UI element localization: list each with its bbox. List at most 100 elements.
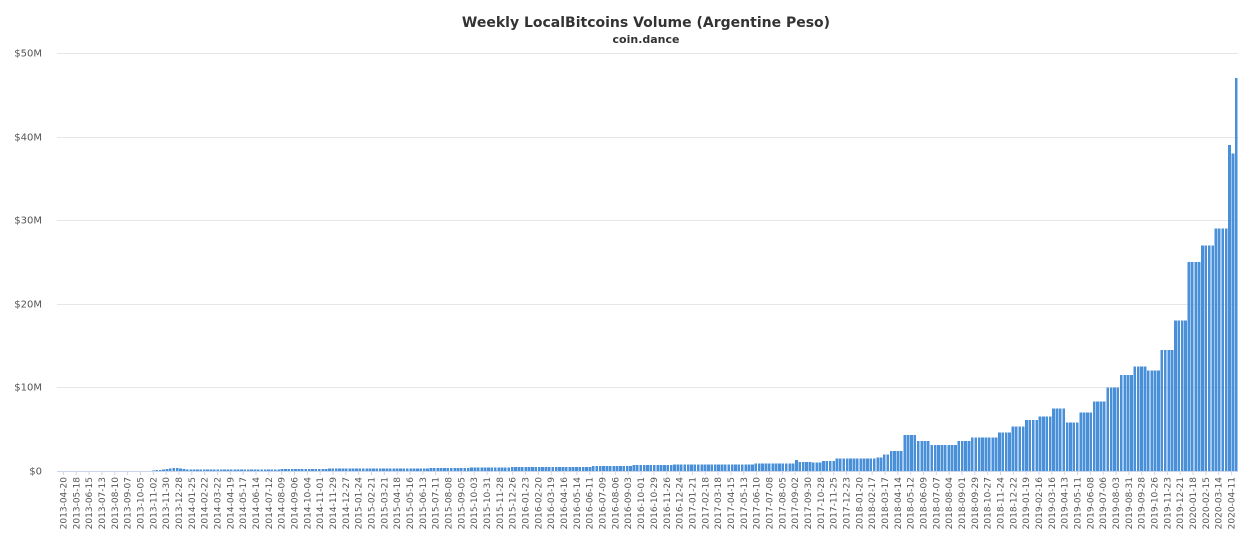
x-tick-label: 2019-11-23 <box>1163 477 1173 529</box>
x-tick-label: 2013-09-07 <box>124 477 134 529</box>
bar <box>1011 426 1015 471</box>
bar <box>1028 420 1032 471</box>
bar <box>219 469 223 471</box>
bar <box>886 454 890 471</box>
bar <box>608 465 612 471</box>
x-tick-label: 2019-04-13 <box>1061 477 1071 529</box>
bar <box>436 468 440 471</box>
bar <box>619 465 622 471</box>
bar <box>852 458 856 471</box>
bar <box>1001 432 1005 471</box>
bar <box>520 467 524 471</box>
bar <box>493 467 497 471</box>
bar <box>696 464 700 471</box>
bar <box>229 469 233 471</box>
bar <box>328 468 331 471</box>
x-tick-label: 2017-07-08 <box>765 477 775 530</box>
bar <box>1072 422 1076 471</box>
bar <box>314 468 318 471</box>
bar <box>666 465 670 471</box>
x-axis-ticks: 2013-04-20 2013-05-18 2013-06-15 2013-07-13… <box>59 471 1238 530</box>
bar <box>537 467 541 471</box>
bar <box>192 469 196 471</box>
bar <box>395 468 399 471</box>
bar <box>280 468 284 471</box>
bar <box>287 468 291 471</box>
x-tick-label: 2018-03-17 <box>881 477 891 529</box>
bar <box>632 465 636 471</box>
bar <box>690 464 693 471</box>
bar <box>175 468 179 471</box>
bar <box>1160 349 1164 471</box>
y-tick-label: $0 <box>29 467 42 478</box>
bar <box>348 468 352 471</box>
x-tick-label: 2015-10-31 <box>483 477 493 529</box>
bar <box>1069 422 1072 471</box>
bar <box>284 468 287 471</box>
bar <box>1130 374 1133 471</box>
x-tick-label: 2016-05-14 <box>573 477 583 530</box>
bar <box>1194 262 1198 471</box>
bar <box>676 464 680 471</box>
bar <box>1140 366 1143 471</box>
bar <box>869 458 873 471</box>
x-tick-label: 2015-08-08 <box>445 477 455 530</box>
bar <box>703 464 707 471</box>
bar <box>355 468 358 471</box>
bar <box>896 450 900 471</box>
x-tick-label: 2016-10-01 <box>637 477 647 529</box>
bar <box>954 445 957 471</box>
bar <box>256 469 260 471</box>
x-tick-label: 2017-05-13 <box>740 477 750 529</box>
bar <box>1038 416 1042 471</box>
bar <box>290 468 294 471</box>
bar <box>307 468 311 471</box>
x-tick-label: 2019-01-19 <box>1022 477 1032 530</box>
bar <box>663 465 666 471</box>
x-tick-label: 2019-05-11 <box>1074 477 1084 529</box>
x-tick-label: 2018-06-09 <box>919 477 929 530</box>
bar <box>361 468 365 471</box>
bar <box>409 468 412 471</box>
bar <box>815 462 819 471</box>
bar <box>250 469 253 471</box>
bar <box>1231 153 1235 471</box>
bar <box>1089 412 1093 471</box>
bar <box>981 437 984 471</box>
x-tick-label: 2019-03-16 <box>1048 477 1058 530</box>
bar <box>162 469 165 471</box>
bar <box>182 468 186 471</box>
bar <box>656 465 660 471</box>
bar <box>460 468 463 471</box>
bar <box>1224 228 1228 471</box>
bar <box>913 435 917 471</box>
x-tick-label: 2017-09-30 <box>804 477 814 530</box>
bar <box>883 454 886 471</box>
bar <box>916 440 920 471</box>
bar <box>358 468 362 471</box>
x-tick-label: 2015-11-28 <box>496 477 506 530</box>
bar <box>273 469 277 471</box>
bar <box>602 465 605 471</box>
x-tick-label: 2018-02-17 <box>868 477 878 529</box>
bar <box>541 467 544 471</box>
bar <box>504 467 507 471</box>
y-tick-label: $50M <box>14 49 42 60</box>
bar <box>1092 401 1096 471</box>
bar <box>1048 416 1052 471</box>
x-tick-label: 2019-08-31 <box>1125 477 1135 529</box>
x-tick-label: 2017-08-05 <box>778 477 788 529</box>
bar <box>781 463 785 471</box>
x-tick-label: 2015-01-24 <box>355 477 365 530</box>
bar <box>862 458 866 471</box>
x-tick-label: 2013-08-10 <box>111 477 121 530</box>
bar <box>578 466 582 471</box>
bar <box>767 463 771 471</box>
bar <box>713 464 717 471</box>
x-tick-label: 2018-09-01 <box>958 477 968 529</box>
bar <box>1163 349 1167 471</box>
bar <box>723 464 727 471</box>
bar <box>754 463 758 471</box>
bar <box>811 462 815 471</box>
bar <box>1109 387 1113 471</box>
